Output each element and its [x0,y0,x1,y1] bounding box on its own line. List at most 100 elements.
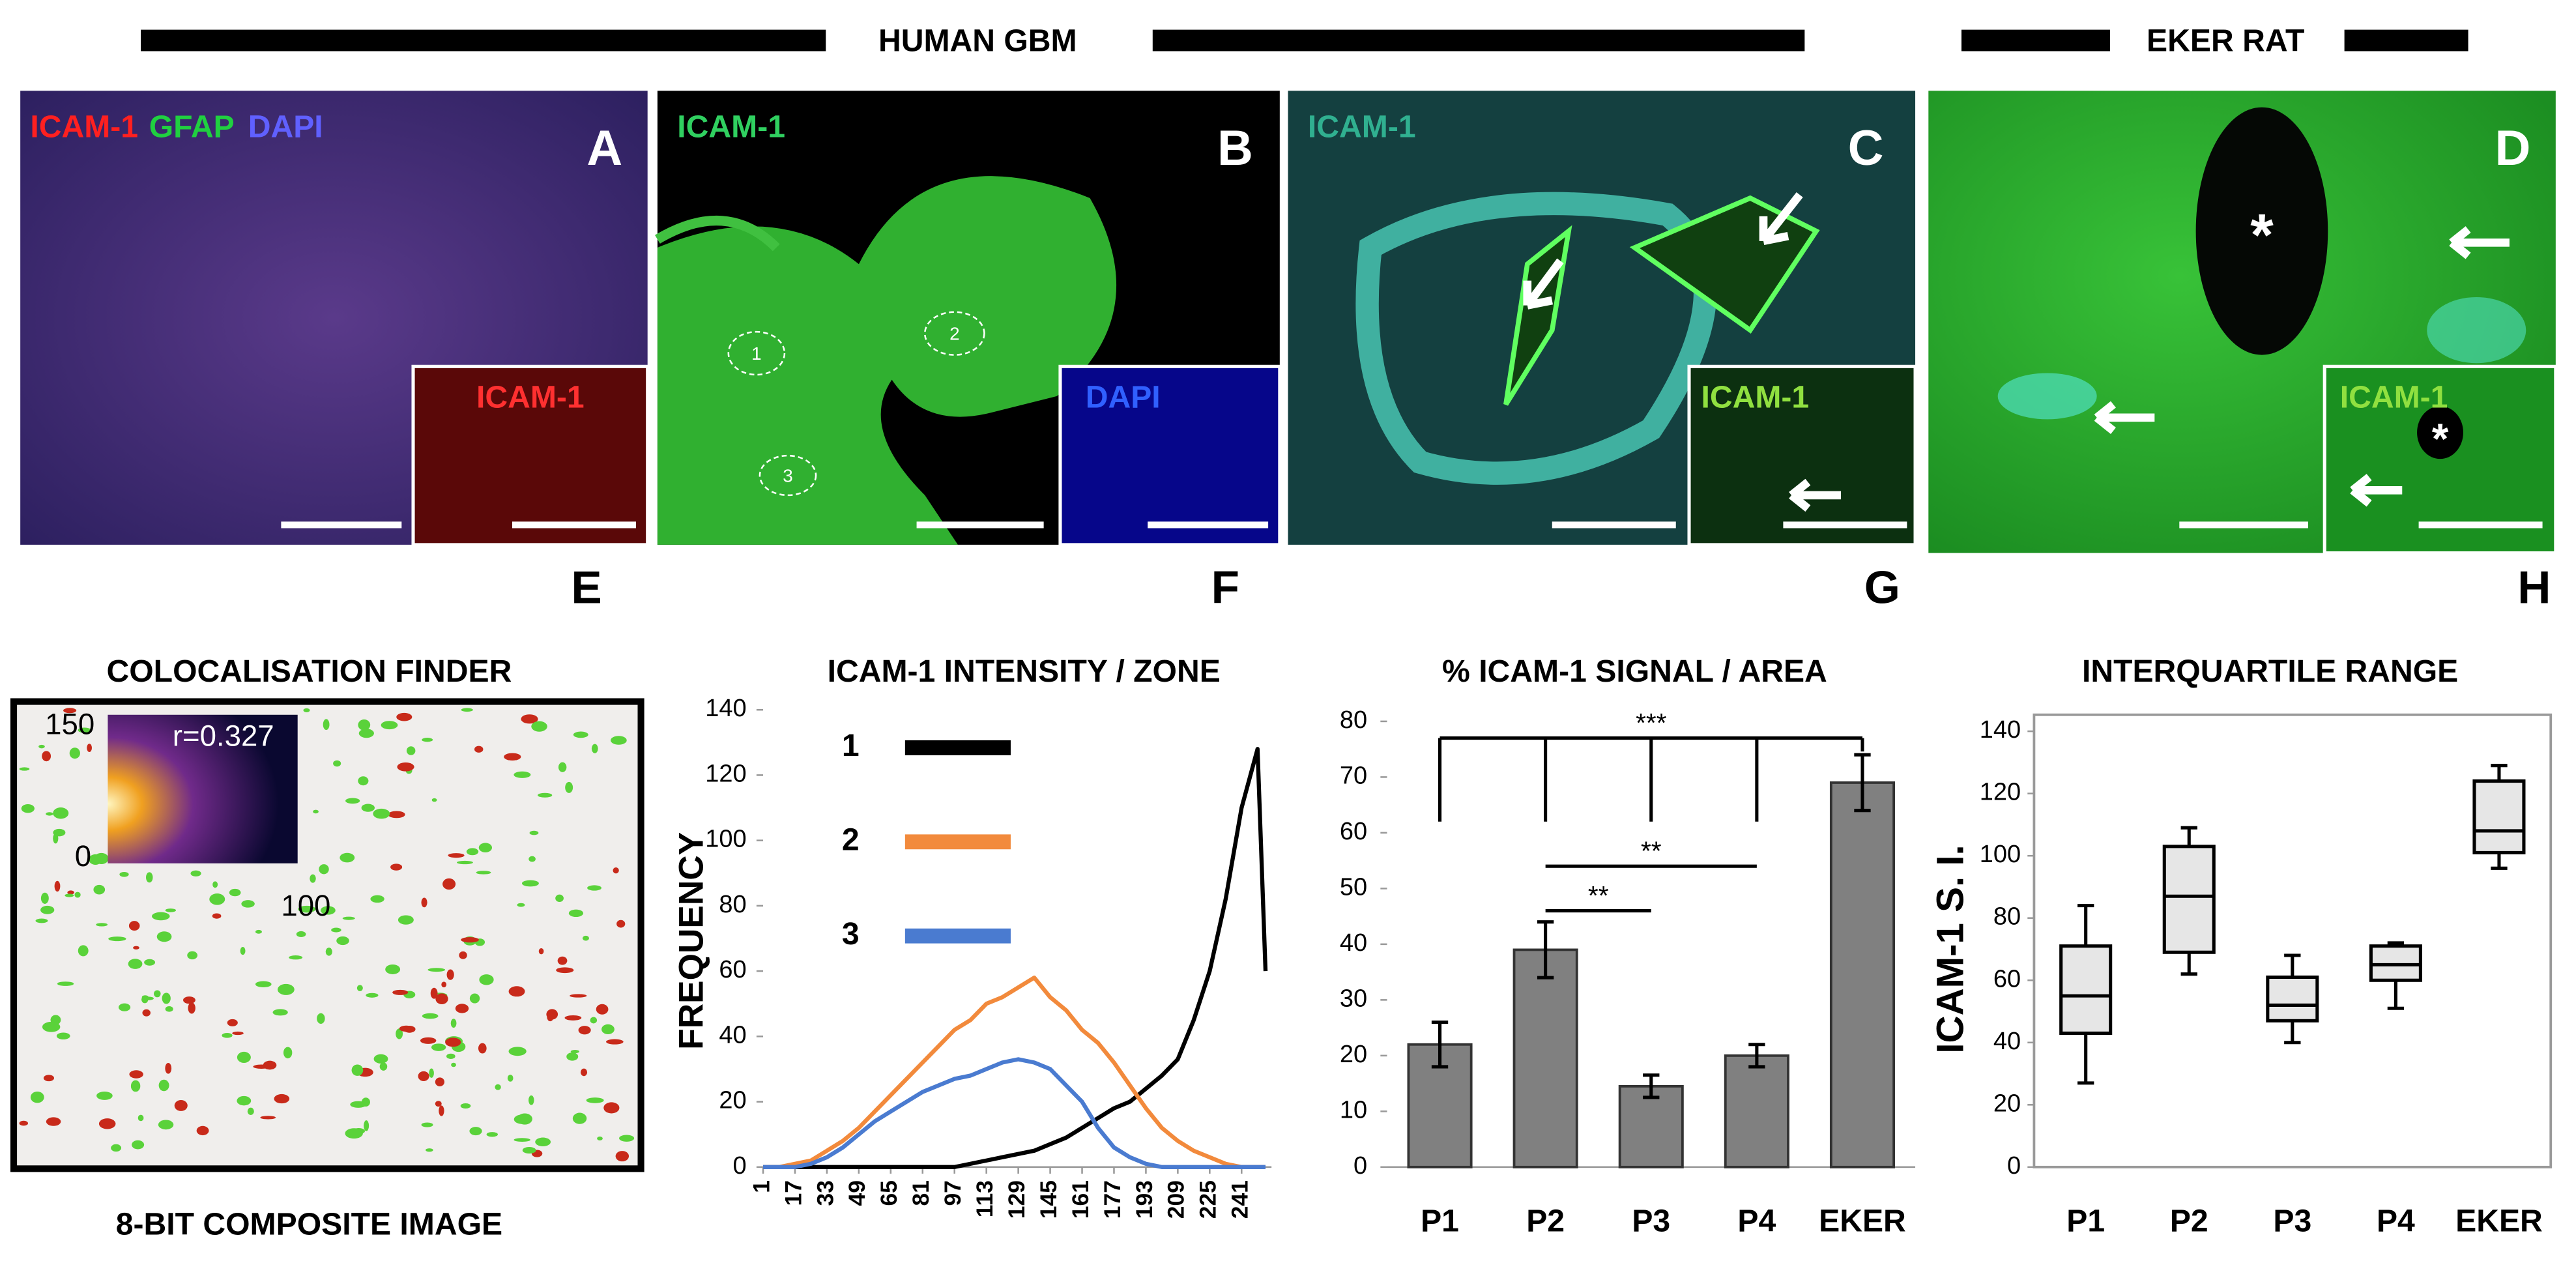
bar [1829,781,1896,1168]
panel-e: COLOCALISATION FINDER r=0.327 150 0 100 … [10,654,644,1242]
x-tick-label: 209 [1163,1180,1189,1219]
box [2266,975,2319,1022]
x-tick-label: EKER [2455,1204,2543,1239]
blob [260,1116,276,1120]
blob [611,736,627,745]
blob [406,746,416,755]
series-line [763,1057,1266,1169]
blob [133,946,139,950]
blob [448,853,465,858]
inset-tick: 100 [281,889,330,922]
x-tick-label: 113 [972,1180,998,1217]
blob [429,1068,434,1078]
blob [466,848,479,856]
significance-label: ** [1641,836,1662,866]
blob [557,956,568,965]
blob [606,1039,624,1045]
blob [478,1043,487,1054]
y-tick-label: 40 [719,1021,746,1049]
blob [558,762,567,772]
blob [422,1013,439,1019]
blob [142,1009,151,1017]
blob [521,714,538,724]
blob [188,1002,195,1014]
blob [603,1102,620,1114]
y-tick-label: 120 [705,760,746,787]
blob [435,1101,442,1107]
blob [53,833,59,844]
arrow [1759,192,1803,246]
inset-label: ICAM-1 [2340,380,2448,415]
panel-letter: A [586,121,622,176]
header-bar [141,29,826,51]
blob [128,921,140,931]
bar [1512,948,1578,1168]
y-tick-label: 60 [719,956,746,983]
blob [165,1062,172,1074]
x-tick-label: P4 [1737,1204,1776,1239]
blob [570,1049,579,1054]
blob [421,897,427,908]
blob [345,798,360,804]
blob [351,1064,364,1076]
blob [313,809,319,814]
x-tick-label: 161 [1067,1180,1093,1219]
panel-letter: E [571,562,601,614]
inset-tick: 0 [75,839,91,873]
blob [263,1060,277,1070]
blob [323,719,330,731]
blob [229,888,241,897]
header-title: EKER RAT [2147,23,2304,59]
y-tick-label: 20 [719,1087,746,1114]
panel-letter: C [1848,121,1884,176]
blob [461,708,473,712]
blob [418,1071,429,1081]
blob [572,1112,587,1124]
blob [129,1070,143,1079]
y-tick-label: 70 [1340,762,1367,789]
y-tick-label: 20 [1340,1041,1367,1068]
blob [358,776,369,786]
blob [455,1004,469,1013]
blob [350,1101,367,1108]
blob [158,1079,169,1092]
x-tick-label: 193 [1131,1180,1157,1219]
blob [596,1004,609,1015]
blob [396,712,412,721]
blob [479,974,494,985]
blob [255,929,262,934]
x-tick-label: EKER [1819,1204,1906,1239]
blob [514,1114,530,1124]
legend-label: 3 [842,916,860,951]
blob [227,1019,238,1026]
blob [427,968,446,972]
blob [43,1075,55,1082]
blob [441,981,447,988]
blob [212,913,222,919]
blob [93,884,106,895]
blob [190,870,201,877]
stain-label: GFAP [149,109,235,144]
blob [469,993,480,1004]
y-tick-label: 30 [1340,985,1367,1012]
blob [578,1026,591,1035]
box [2472,779,2526,854]
tissue [657,176,1117,545]
blob [396,1028,403,1039]
blob [42,1021,61,1032]
blob [19,767,30,771]
y-tick-label: 0 [1353,1152,1367,1180]
blob [495,1084,501,1090]
blob [35,918,48,923]
blob [331,927,341,933]
blob [255,981,272,988]
panel-letter: D [2495,121,2531,176]
blob [616,920,626,928]
blob [158,1120,174,1130]
blob [566,1052,579,1061]
blob [431,1043,446,1051]
panel-b: 1 2 3 ICAM-1 B DAPI [655,91,1282,547]
y-tick-label: 80 [1340,706,1367,734]
stain-label: ICAM-1 [677,109,785,144]
